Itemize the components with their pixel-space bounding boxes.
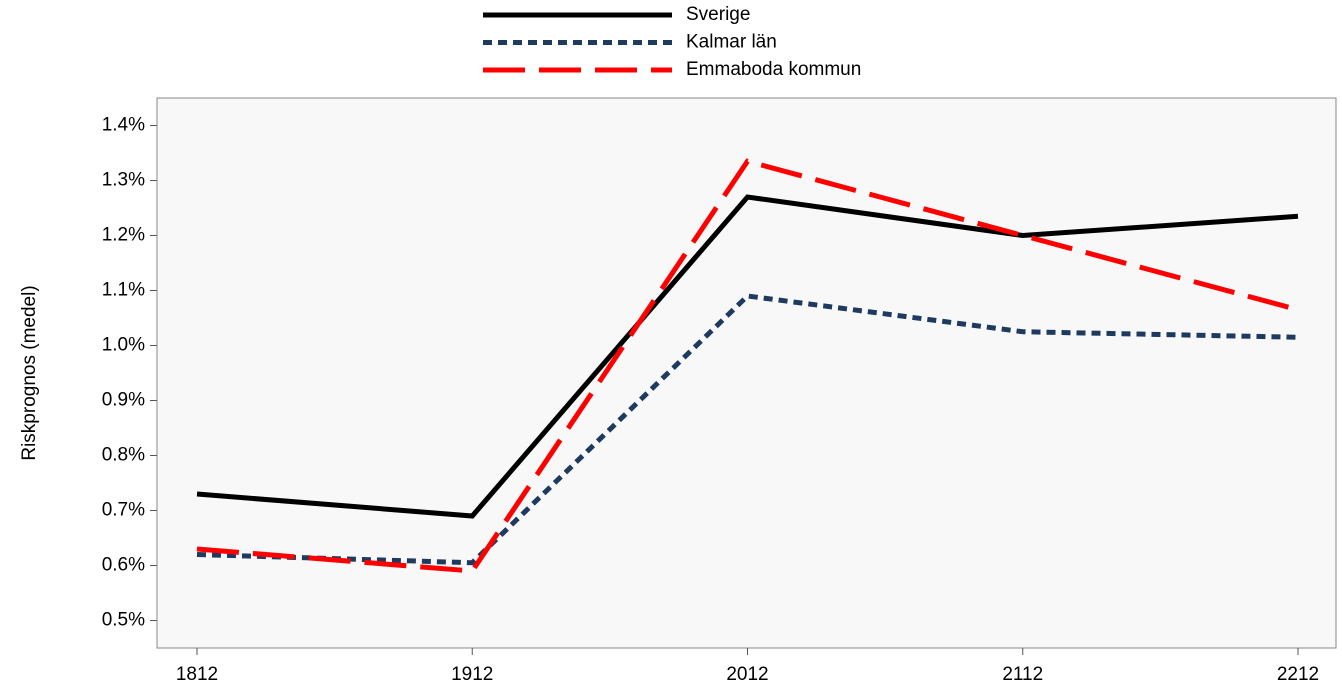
line-series — [196, 194, 1299, 519]
y-tick-label: 0.9% — [102, 390, 145, 411]
x-tick-label: 2012 — [726, 664, 768, 685]
line-series — [196, 293, 1299, 566]
plot-area — [156, 97, 1337, 649]
y-tick-label: 0.6% — [102, 555, 145, 576]
y-tick-label: 1.0% — [102, 335, 145, 356]
x-tick-label: 1812 — [176, 664, 218, 685]
x-tick-label: 1912 — [451, 664, 493, 685]
y-tick-label: 1.3% — [102, 170, 145, 191]
line-series — [196, 158, 1299, 574]
x-tick-label: 2212 — [1277, 664, 1319, 685]
legend-label: Sverige — [686, 4, 750, 25]
y-tick-label: 0.5% — [102, 610, 145, 631]
y-tick-label: 1.1% — [102, 280, 145, 301]
y-tick-label: 0.8% — [102, 445, 145, 466]
y-tick-label: 1.4% — [102, 115, 145, 136]
y-axis-label: Riskprognos (medel) — [19, 285, 40, 460]
y-tick-label: 1.2% — [102, 225, 145, 246]
x-tick-label: 2112 — [1002, 664, 1043, 685]
y-tick-label: 0.7% — [102, 500, 145, 521]
legend-label: Kalmar län — [686, 32, 777, 53]
legend-label: Emmaboda kommun — [686, 59, 861, 80]
